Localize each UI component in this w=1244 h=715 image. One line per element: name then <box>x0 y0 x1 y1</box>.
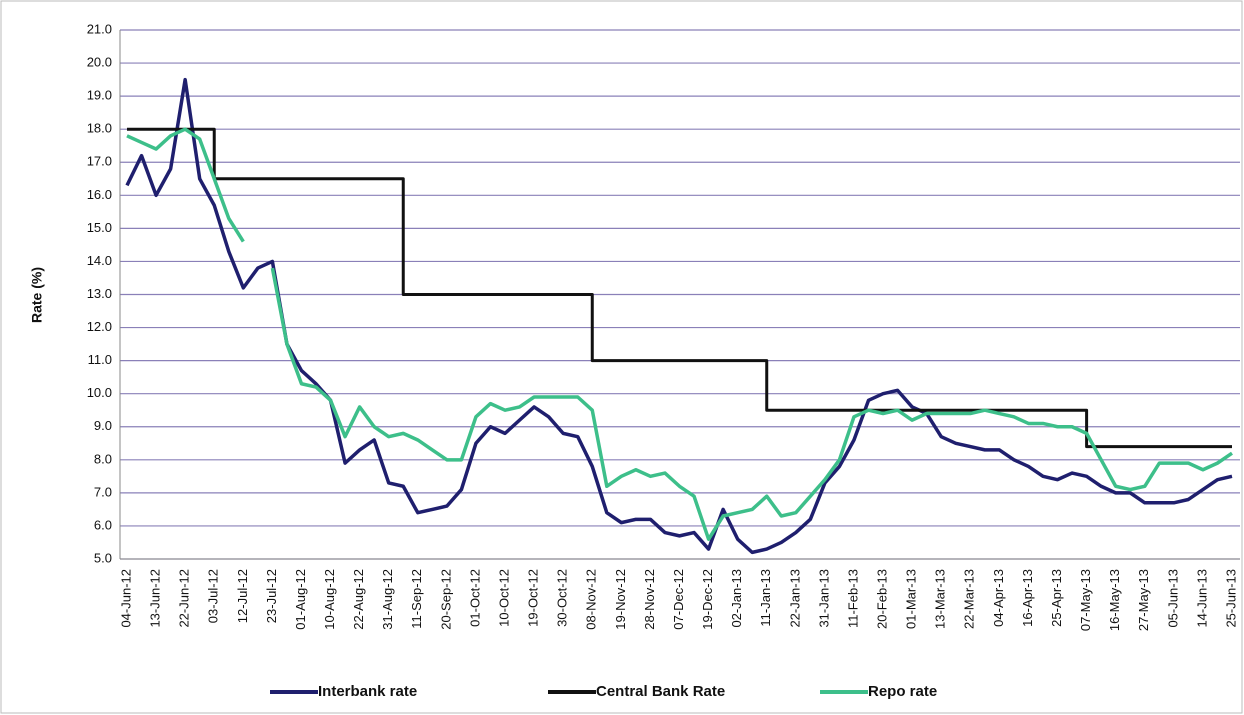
y-tick-label: 21.0 <box>87 21 112 36</box>
x-tick-label: 01-Aug-12 <box>293 569 308 630</box>
y-tick-label: 14.0 <box>87 253 112 268</box>
x-tick-label: 27-May-13 <box>1136 569 1151 631</box>
y-tick-label: 11.0 <box>88 352 112 367</box>
x-tick-label: 22-Aug-12 <box>351 569 366 630</box>
y-tick-label: 8.0 <box>94 451 112 466</box>
x-tick-label: 22-Jan-13 <box>787 569 802 628</box>
y-tick-label: 19.0 <box>87 88 112 103</box>
x-tick-label: 02-Jan-13 <box>729 569 744 628</box>
x-tick-label: 12-Jul-12 <box>235 569 250 623</box>
x-tick-label: 08-Nov-12 <box>584 569 599 630</box>
x-tick-label: 30-Oct-12 <box>555 569 570 627</box>
x-tick-label: 01-Mar-13 <box>904 569 919 629</box>
x-tick-label: 10-Aug-12 <box>322 569 337 630</box>
y-tick-label: 6.0 <box>94 517 112 532</box>
x-tick-label: 11-Feb-13 <box>845 569 860 628</box>
series-line <box>126 127 1233 541</box>
x-tick-label: 10-Oct-12 <box>496 569 511 627</box>
y-tick-label: 18.0 <box>87 121 112 136</box>
y-tick-label: 16.0 <box>87 187 112 202</box>
x-tick-label: 11-Sep-12 <box>409 569 424 629</box>
x-tick-label: 07-May-13 <box>1078 569 1093 631</box>
legend-text: Interbank rate <box>318 683 417 700</box>
x-tick-label: 19-Nov-12 <box>613 569 628 630</box>
y-tick-label: 20.0 <box>87 55 112 70</box>
x-tick-label: 16-May-13 <box>1107 569 1122 631</box>
y-tick-label: 10.0 <box>87 385 112 400</box>
x-tick-label: 01-Oct-12 <box>467 569 482 627</box>
y-tick-label: 13.0 <box>87 286 112 301</box>
x-tick-label: 04-Jun-12 <box>118 569 133 628</box>
x-tick-label: 19-Dec-12 <box>700 569 715 630</box>
x-tick-label: 04-Apr-13 <box>991 569 1006 627</box>
x-tick-label: 07-Dec-12 <box>671 569 686 630</box>
x-tick-label: 25-Apr-13 <box>1049 569 1064 627</box>
x-tick-label: 28-Nov-12 <box>642 569 657 630</box>
y-tick-label: 12.0 <box>87 319 112 334</box>
legend-text: Repo rate <box>868 683 937 700</box>
x-tick-label: 13-Jun-12 <box>148 569 163 628</box>
y-axis-title: Rate (%) <box>29 267 45 323</box>
series-line <box>127 127 1232 449</box>
y-tick-label: 17.0 <box>87 154 112 169</box>
x-tick-label: 31-Jan-13 <box>816 569 831 628</box>
x-tick-label: 31-Aug-12 <box>380 569 395 630</box>
y-tick-label: 7.0 <box>94 484 112 499</box>
y-tick-label: 15.0 <box>87 220 112 235</box>
x-tick-label: 13-Mar-13 <box>933 569 948 629</box>
x-tick-label: 14-Jun-13 <box>1194 569 1209 628</box>
x-tick-label: 16-Apr-13 <box>1020 569 1035 627</box>
x-tick-label: 22-Jun-12 <box>177 569 192 628</box>
x-tick-label: 19-Oct-12 <box>526 569 541 627</box>
x-tick-label: 03-Jul-12 <box>206 569 221 623</box>
x-tick-label: 22-Mar-13 <box>962 569 977 629</box>
legend-text: Central Bank Rate <box>596 683 725 700</box>
x-tick-label: 11-Jan-13 <box>758 569 773 627</box>
x-tick-label: 05-Jun-13 <box>1165 569 1180 628</box>
x-tick-label: 25-Jun-13 <box>1223 569 1238 628</box>
y-tick-label: 9.0 <box>94 418 112 433</box>
x-tick-label: 23-Jul-12 <box>264 569 279 623</box>
series-line <box>125 77 1233 555</box>
y-tick-label: 5.0 <box>94 550 112 565</box>
x-tick-label: 20-Feb-13 <box>874 569 889 629</box>
x-tick-label: 20-Sep-12 <box>438 569 453 630</box>
